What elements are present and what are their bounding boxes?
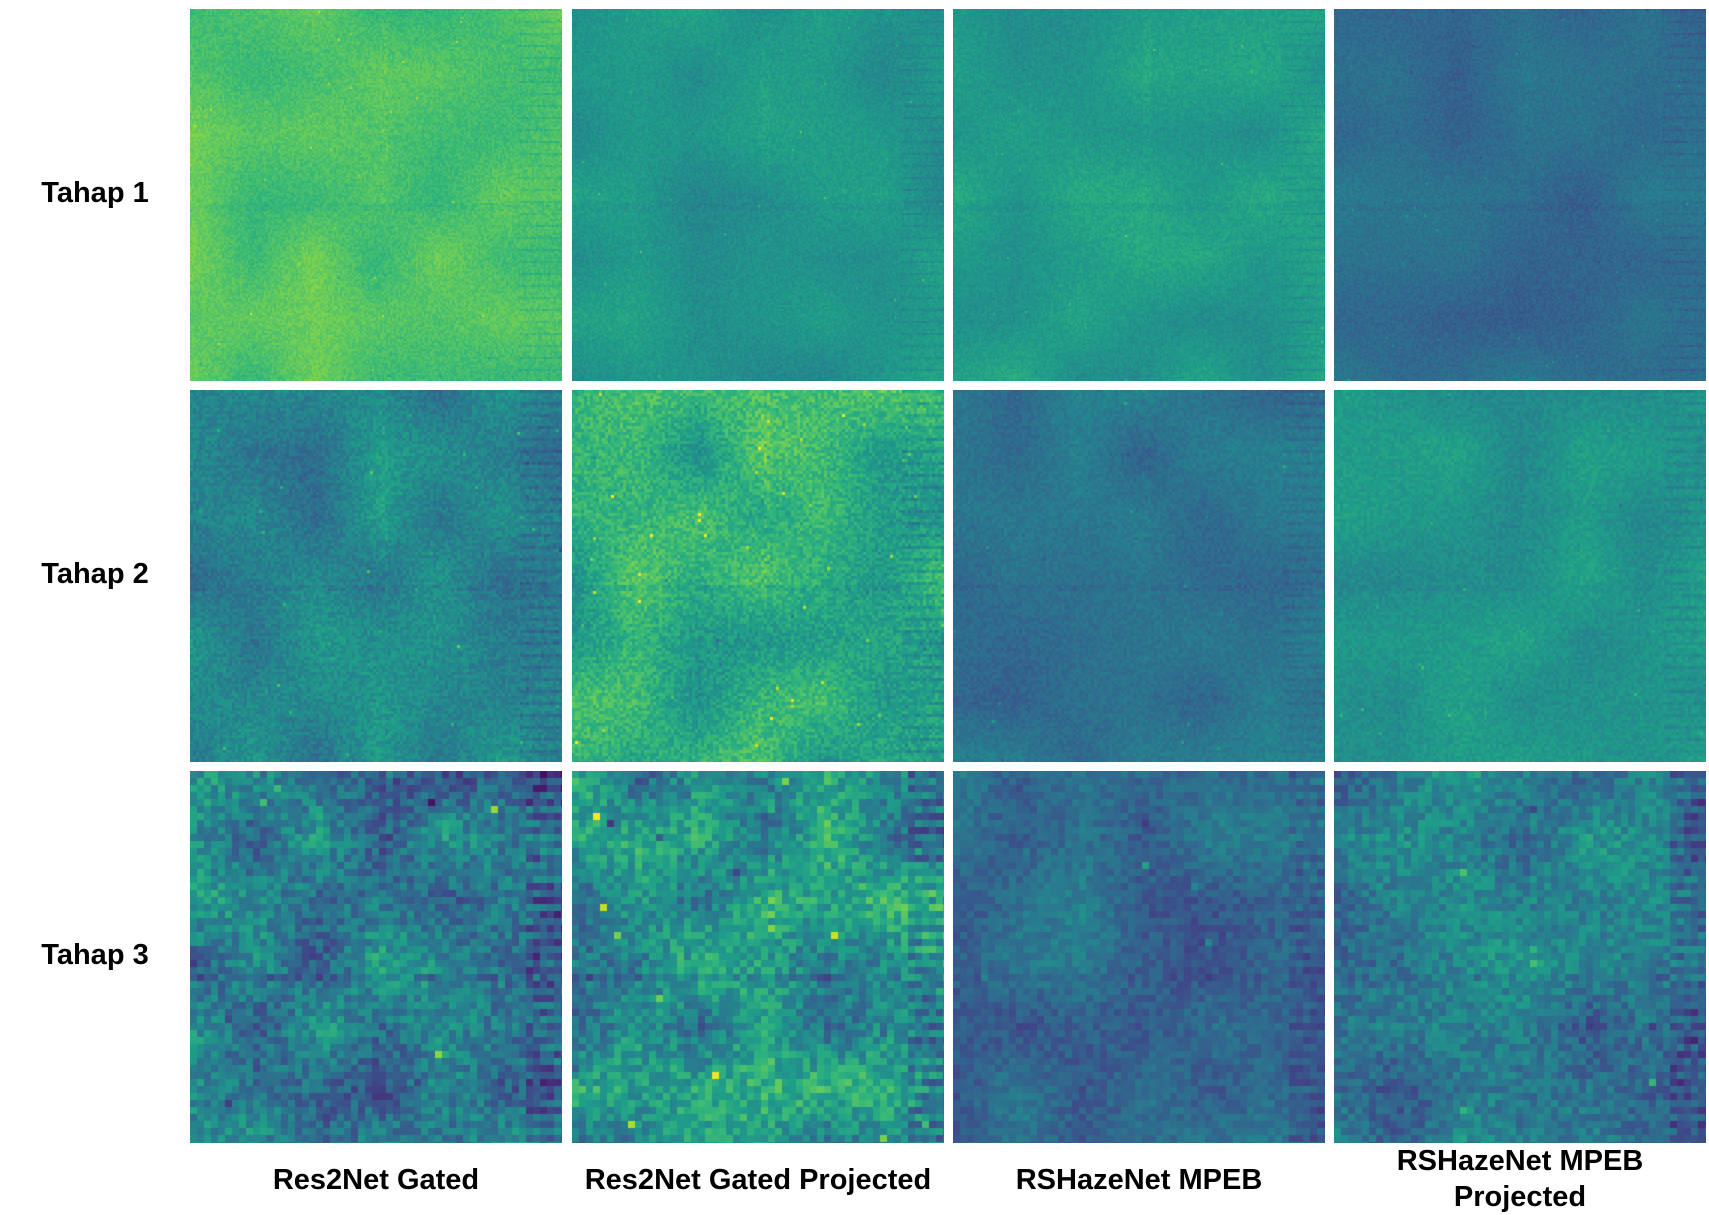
feature-map-tahap3-rshazenet-mpeb-projected: [1334, 771, 1706, 1143]
heatmap-canvas: [572, 9, 944, 381]
heatmap-canvas: [190, 390, 562, 762]
heatmap-canvas: [190, 9, 562, 381]
row-label-tahap-2: Tahap 2: [41, 558, 149, 590]
heatmap-canvas: [953, 390, 1325, 762]
feature-map-tahap2-res2net-gated-projected: [572, 390, 944, 762]
row-label-tahap-1: Tahap 1: [41, 177, 149, 209]
row-label-tahap-3: Tahap 3: [41, 939, 149, 971]
heatmap-canvas: [1334, 390, 1706, 762]
heatmap-canvas: [953, 771, 1325, 1143]
column-label-res2net-gated: Res2Net Gated: [272, 1164, 480, 1196]
feature-map-tahap2-rshazenet-mpeb-projected: [1334, 390, 1706, 762]
heatmap-canvas: [1334, 9, 1706, 381]
heatmap-canvas: [572, 390, 944, 762]
heatmap-canvas: [953, 9, 1325, 381]
feature-map-tahap3-res2net-gated-projected: [572, 771, 944, 1143]
heatmap-canvas: [1334, 771, 1706, 1143]
feature-map-tahap1-rshazenet-mpeb: [953, 9, 1325, 381]
feature-map-tahap1-res2net-gated-projected: [572, 9, 944, 381]
feature-map-tahap2-res2net-gated: [190, 390, 562, 762]
heatmap-canvas: [190, 771, 562, 1143]
feature-map-tahap3-res2net-gated: [190, 771, 562, 1143]
column-label-rshazenet-mpeb-projected: RSHazeNet MPEB Projected: [1396, 1145, 1644, 1213]
feature-map-tahap2-rshazenet-mpeb: [953, 390, 1325, 762]
feature-map-tahap1-res2net-gated: [190, 9, 562, 381]
heatmap-canvas: [572, 771, 944, 1143]
column-label-rshazenet-mpeb: RSHazeNet MPEB: [1015, 1164, 1263, 1196]
column-label-res2net-gated-projected: Res2Net Gated Projected: [584, 1164, 932, 1196]
feature-map-tahap1-rshazenet-mpeb-projected: [1334, 9, 1706, 381]
feature-map-tahap3-rshazenet-mpeb: [953, 771, 1325, 1143]
